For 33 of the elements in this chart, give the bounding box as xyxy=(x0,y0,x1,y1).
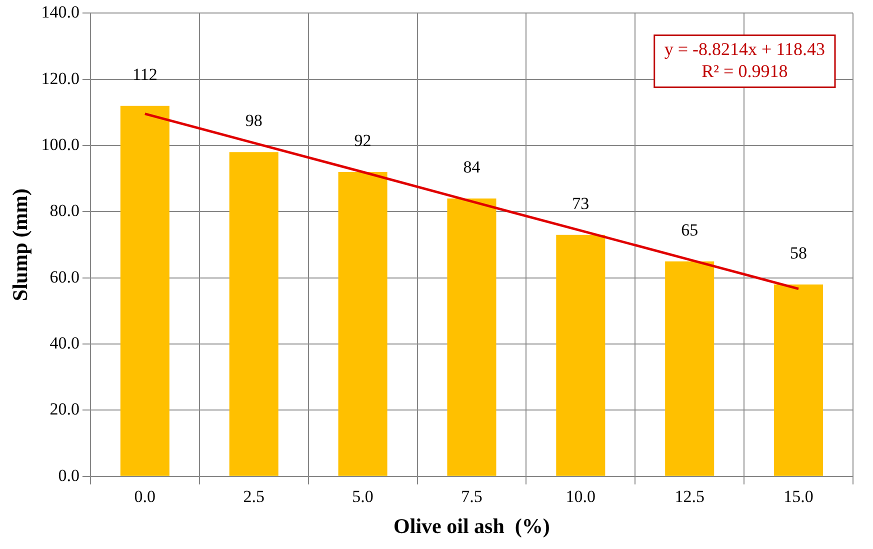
y-tick-label: 80.0 xyxy=(50,201,80,220)
y-tick-label: 20.0 xyxy=(50,400,80,419)
y-tick-label: 100.0 xyxy=(41,135,80,154)
y-tick-label: 0.0 xyxy=(58,466,80,485)
data-label: 65 xyxy=(681,220,698,240)
x-axis-title: Olive oil ash (%) xyxy=(394,514,550,538)
x-tick-label: 10.0 xyxy=(566,487,596,506)
bar xyxy=(338,172,388,476)
bar xyxy=(774,284,824,476)
annotation: y = -8.8214x + 118.43 xyxy=(664,38,826,59)
bar xyxy=(447,198,496,476)
y-tick-label: 120.0 xyxy=(41,68,80,88)
bar xyxy=(556,234,606,476)
y-tick-label: 40.0 xyxy=(50,334,80,353)
data-label: 58 xyxy=(790,243,808,262)
x-tick-label: 15.0 xyxy=(784,487,814,506)
annotation: R² = 0.9918 xyxy=(702,60,788,81)
data-label: 84 xyxy=(463,157,481,176)
y-axis-title: Slump (mm) xyxy=(8,188,32,302)
y-tick-label: 60.0 xyxy=(50,267,80,286)
x-tick-label: 12.5 xyxy=(674,487,704,506)
x-tick-label: 2.5 xyxy=(243,487,264,506)
x-tick-label: 7.5 xyxy=(461,487,482,506)
bar xyxy=(120,106,170,476)
bar xyxy=(665,261,714,476)
data-label: 98 xyxy=(245,111,262,130)
x-tick-label: 0.0 xyxy=(134,487,156,506)
y-tick-label: 140.0 xyxy=(41,2,80,22)
x-tick-label: 5.0 xyxy=(352,487,374,506)
data-label: 92 xyxy=(354,130,372,150)
data-label: 112 xyxy=(132,64,158,84)
data-label: 73 xyxy=(572,194,590,213)
bar xyxy=(229,152,278,476)
